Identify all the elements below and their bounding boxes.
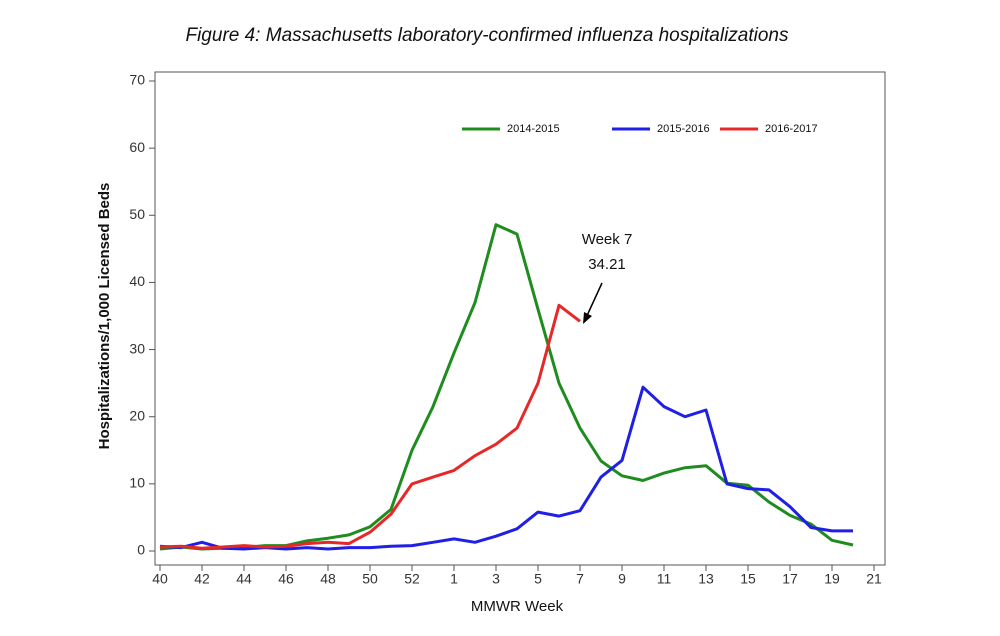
annotation-arrowhead bbox=[583, 312, 592, 324]
x-tick-label: 19 bbox=[824, 571, 840, 587]
legend-label: 2014-2015 bbox=[507, 123, 560, 135]
x-tick-label: 42 bbox=[194, 571, 210, 587]
x-tick-label: 11 bbox=[657, 571, 672, 587]
legend-label: 2015-2016 bbox=[657, 123, 710, 135]
annotation-line: 34.21 bbox=[588, 256, 626, 273]
x-axis-label: MMWR Week bbox=[471, 598, 564, 615]
y-tick-label: 30 bbox=[129, 340, 145, 356]
series-line bbox=[159, 385, 853, 551]
x-tick-label: 1 bbox=[450, 571, 458, 587]
chart-title: Figure 4: Massachusetts laboratory-confi… bbox=[185, 25, 789, 46]
y-tick-label: 50 bbox=[129, 206, 145, 222]
y-tick-label: 60 bbox=[129, 139, 145, 155]
x-tick-label: 17 bbox=[782, 571, 798, 587]
y-tick-label: 10 bbox=[129, 475, 145, 491]
y-tick-label: 70 bbox=[129, 72, 145, 88]
legend-label: 2016-2017 bbox=[765, 123, 818, 135]
y-tick-label: 0 bbox=[137, 542, 145, 558]
y-tick-label: 40 bbox=[129, 273, 145, 289]
x-tick-label: 21 bbox=[866, 571, 882, 587]
series-line bbox=[159, 303, 581, 550]
annotation-arrow bbox=[584, 282, 603, 321]
x-tick-label: 7 bbox=[576, 571, 584, 587]
x-tick-label: 52 bbox=[404, 571, 420, 587]
x-tick-label: 48 bbox=[320, 571, 336, 587]
x-tick-label: 3 bbox=[492, 571, 500, 587]
x-tick-label: 50 bbox=[362, 571, 378, 587]
x-tick-label: 5 bbox=[534, 571, 542, 587]
x-tick-label: 46 bbox=[278, 571, 294, 587]
x-tick-label: 40 bbox=[152, 571, 168, 587]
y-axis-label: Hospitalizations/1,000 Licensed Beds bbox=[96, 183, 113, 450]
plot-frame bbox=[154, 71, 886, 566]
x-tick-label: 44 bbox=[236, 571, 252, 587]
x-tick-label: 15 bbox=[740, 571, 756, 587]
x-tick-label: 9 bbox=[618, 571, 626, 587]
annotation-line: Week 7 bbox=[582, 231, 633, 248]
x-tick-label: 13 bbox=[698, 571, 714, 587]
y-tick-label: 20 bbox=[129, 407, 145, 423]
